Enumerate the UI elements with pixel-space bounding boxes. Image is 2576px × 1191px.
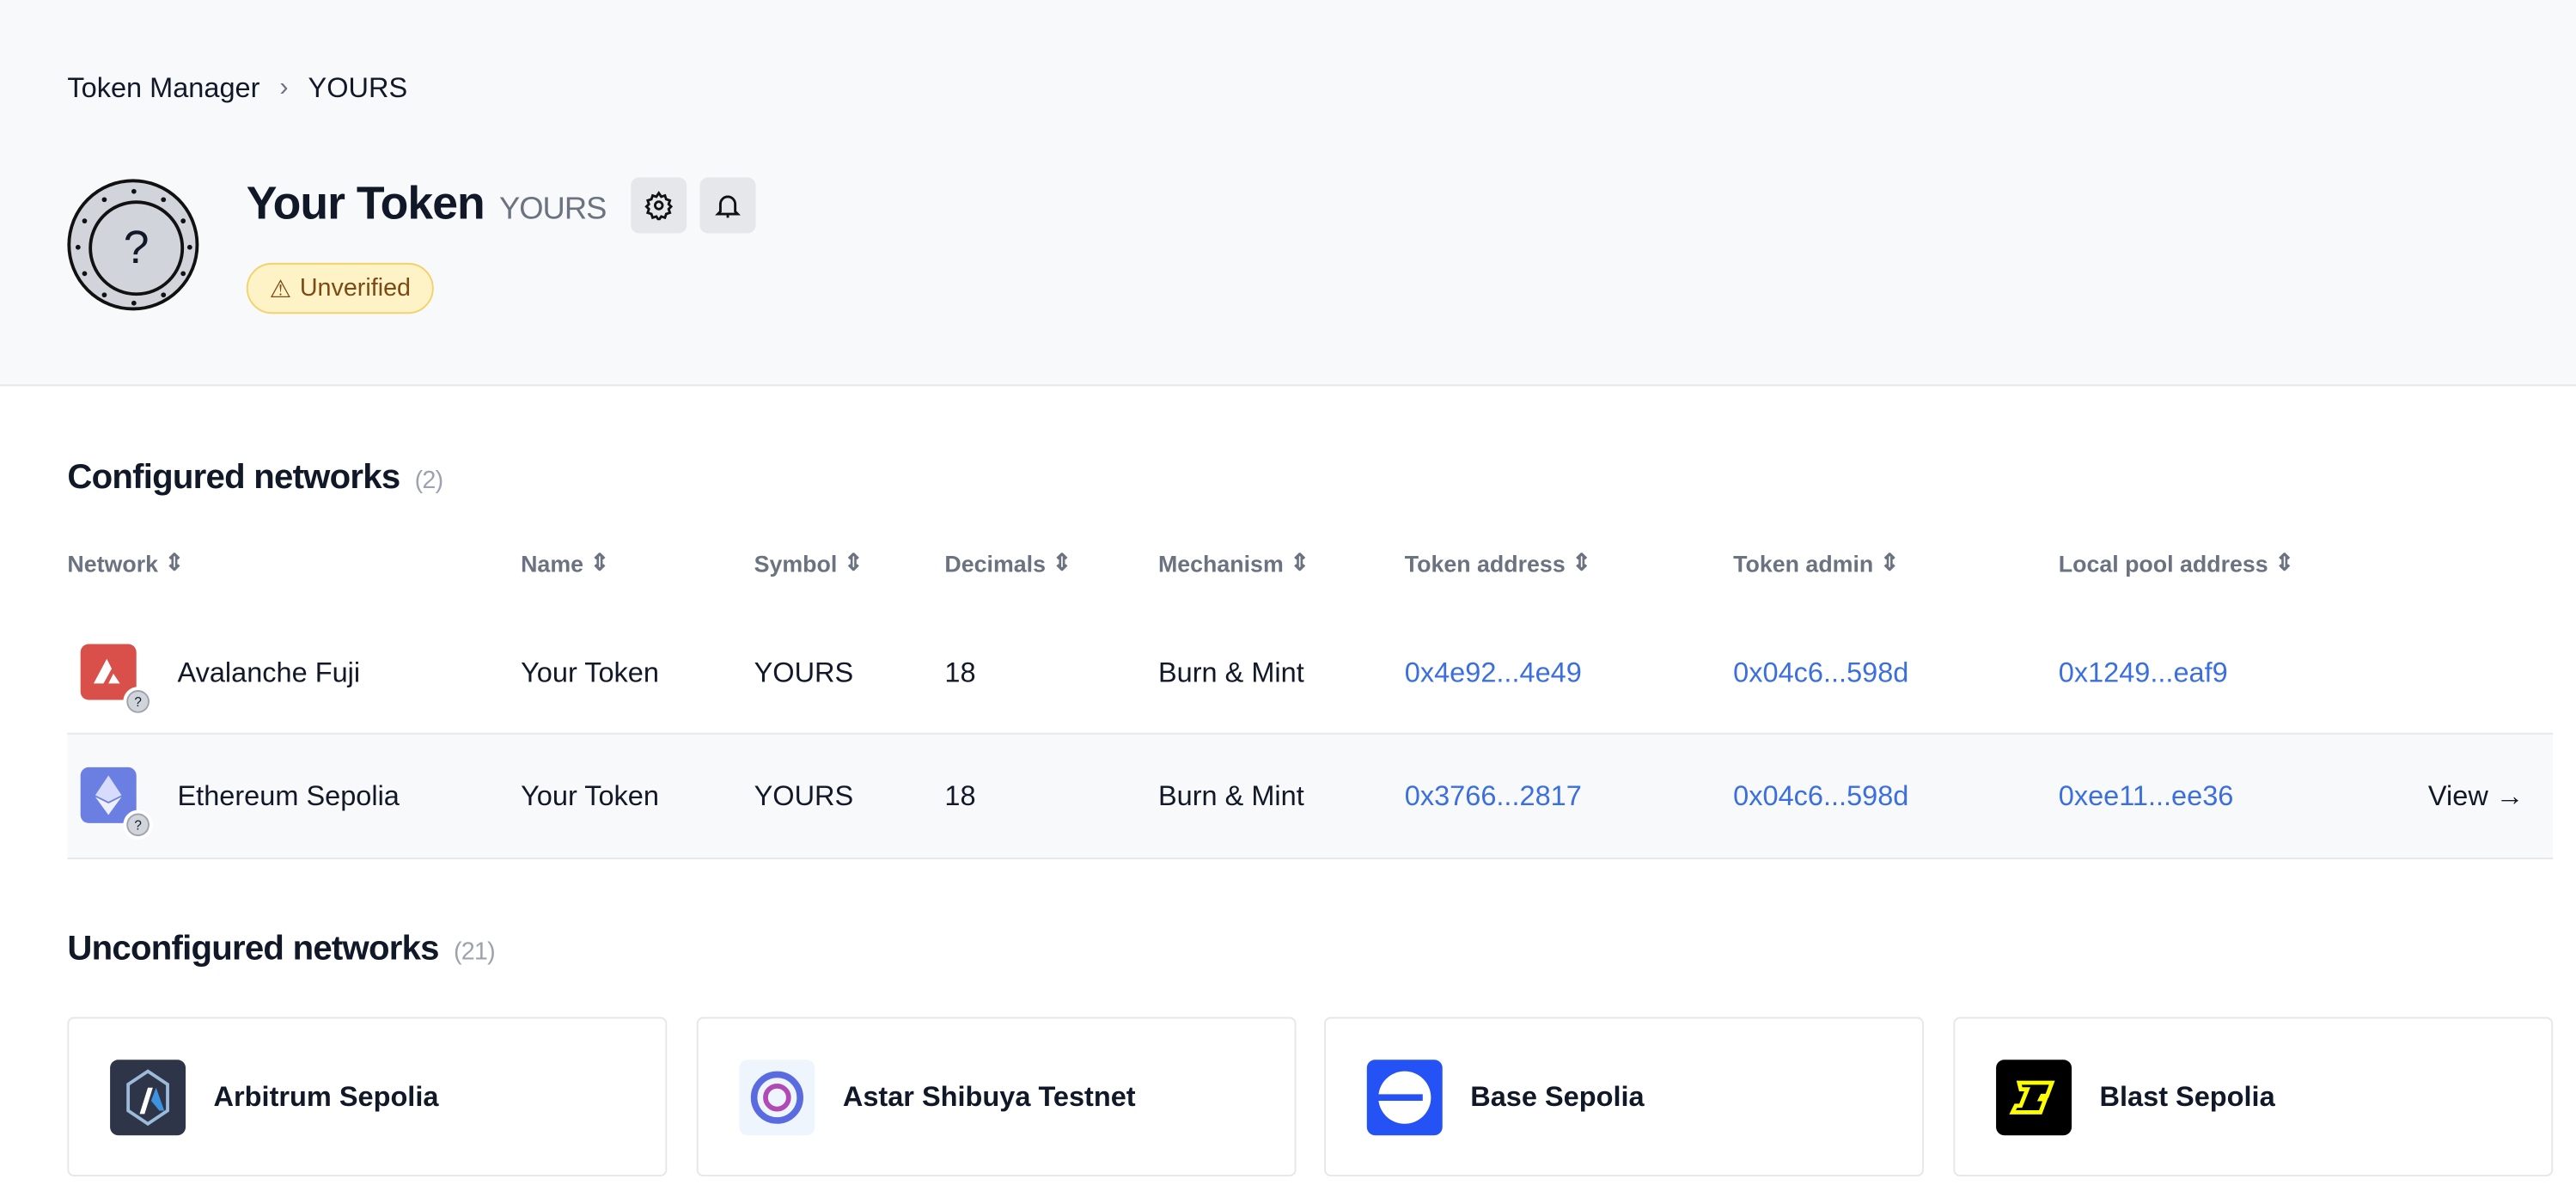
mechanism-cell: Burn & Mint xyxy=(1157,779,1304,811)
base-icon xyxy=(1366,1059,1443,1135)
gear-icon xyxy=(644,191,674,221)
question-icon: ? xyxy=(89,200,185,296)
section-title: Configured networks xyxy=(67,458,400,497)
pool-address-link[interactable]: 0xee11...ee36 xyxy=(2058,779,2234,811)
configured-networks-heading: Configured networks (2) xyxy=(67,458,443,498)
table-row[interactable]: ? Ethereum Sepolia Your Token YOURS 18 B… xyxy=(67,732,2554,859)
token-symbol: YOURS xyxy=(498,192,607,227)
arbitrum-icon xyxy=(110,1059,186,1135)
network-name: Arbitrum Sepolia xyxy=(213,1080,439,1112)
pool-address-link[interactable]: 0x1249...eaf9 xyxy=(2058,656,2228,688)
breadcrumb: Token Manager › YOURS xyxy=(67,72,407,105)
network-name: Astar Shibuya Testnet xyxy=(842,1080,1136,1112)
sort-icon: ⇕ xyxy=(1572,548,1591,576)
chevron-right-icon: › xyxy=(279,74,289,102)
decimals-cell: 18 xyxy=(944,779,976,811)
breadcrumb-token-manager[interactable]: Token Manager xyxy=(67,72,260,104)
sort-icon: ⇕ xyxy=(589,548,610,576)
warning-icon: ⚠ xyxy=(269,275,292,303)
column-name[interactable]: Name ⇕ xyxy=(521,548,610,577)
decimals-cell: 18 xyxy=(944,656,976,688)
astar-icon xyxy=(739,1059,815,1135)
table-row[interactable]: ? Avalanche Fuji Your Token YOURS 18 Bur… xyxy=(67,611,2553,734)
page-title: Your Token YOURS xyxy=(247,177,607,229)
unconfigured-networks-heading: Unconfigured networks (21) xyxy=(67,930,495,969)
sort-icon: ⇕ xyxy=(1879,548,1900,576)
network-card-base-sepolia[interactable]: Base Sepolia xyxy=(1324,1017,1924,1176)
token-mini-icon: ? xyxy=(123,687,153,717)
blast-icon xyxy=(1996,1059,2072,1135)
column-local-pool-address[interactable]: Local pool address ⇕ xyxy=(2058,548,2294,577)
breadcrumb-current: YOURS xyxy=(308,72,408,104)
network-card-astar-shibuya-testnet[interactable]: Astar Shibuya Testnet xyxy=(696,1017,1297,1176)
token-name-cell: Your Token xyxy=(521,779,659,811)
column-network[interactable]: Network ⇕ xyxy=(67,548,185,577)
mechanism-cell: Burn & Mint xyxy=(1157,656,1304,688)
symbol-cell: YOURS xyxy=(754,779,854,811)
sort-icon: ⇕ xyxy=(1290,548,1309,576)
sort-icon: ⇕ xyxy=(2274,548,2294,576)
settings-button[interactable] xyxy=(631,177,687,234)
network-card-blast-sepolia[interactable]: Blast Sepolia xyxy=(1953,1017,2554,1176)
token-admin-link[interactable]: 0x04c6...598d xyxy=(1733,779,1909,811)
token-name-cell: Your Token xyxy=(521,656,659,688)
sort-icon: ⇕ xyxy=(164,548,185,576)
notifications-button[interactable] xyxy=(699,177,756,234)
network-name: Base Sepolia xyxy=(1470,1080,1645,1112)
network-name: Avalanche Fuji xyxy=(177,656,361,688)
column-mechanism[interactable]: Mechanism ⇕ xyxy=(1157,548,1309,577)
symbol-cell: YOURS xyxy=(754,656,854,688)
token-name: Your Token xyxy=(246,177,485,229)
token-address-link[interactable]: 0x3766...2817 xyxy=(1404,779,1582,811)
section-count: (2) xyxy=(414,467,444,495)
view-link[interactable]: View → xyxy=(2427,779,2524,811)
token-mini-icon: ? xyxy=(123,809,153,840)
column-token-address[interactable]: Token address ⇕ xyxy=(1404,548,1591,577)
token-avatar: ? xyxy=(67,179,199,311)
sort-icon: ⇕ xyxy=(1052,548,1072,576)
status-badge: ⚠ Unverified xyxy=(246,262,434,315)
token-header xyxy=(0,0,2576,387)
network-name: Blast Sepolia xyxy=(2099,1080,2275,1112)
section-title: Unconfigured networks xyxy=(67,930,439,968)
token-address-link[interactable]: 0x4e92...4e49 xyxy=(1404,656,1582,688)
sort-icon: ⇕ xyxy=(843,548,864,576)
column-decimals[interactable]: Decimals ⇕ xyxy=(944,548,1072,577)
network-card-arbitrum-sepolia[interactable]: Arbitrum Sepolia xyxy=(67,1017,668,1176)
token-admin-link[interactable]: 0x04c6...598d xyxy=(1733,656,1909,688)
column-token-admin[interactable]: Token admin ⇕ xyxy=(1733,548,1900,577)
bell-icon xyxy=(715,195,741,218)
section-count: (21) xyxy=(453,938,496,967)
column-symbol[interactable]: Symbol ⇕ xyxy=(754,548,864,577)
badge-label: Unverified xyxy=(299,274,411,302)
network-name: Ethereum Sepolia xyxy=(177,779,400,811)
